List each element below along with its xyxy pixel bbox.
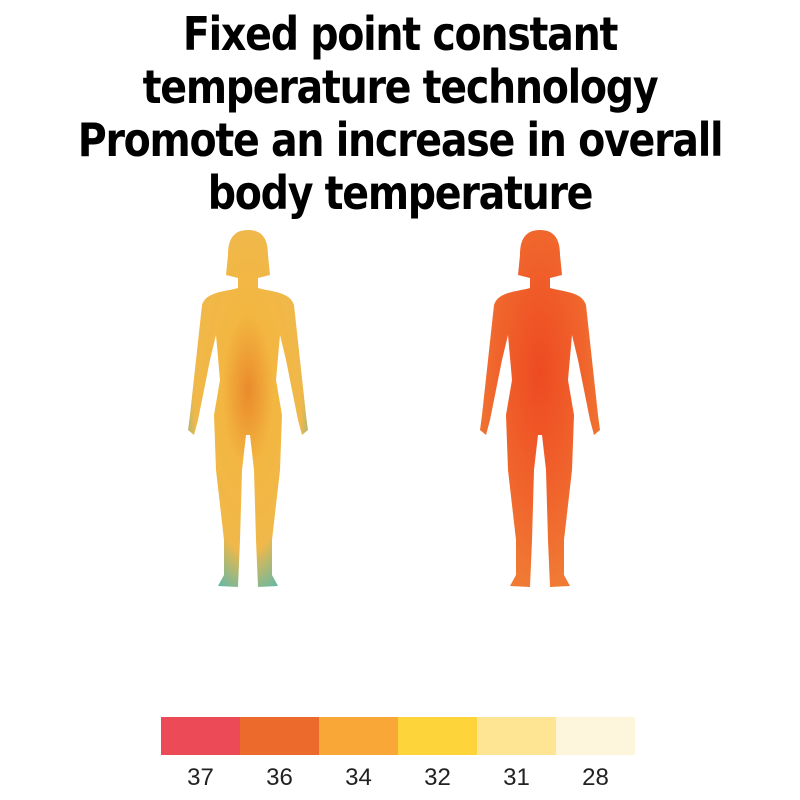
legend-label: 32 [424,764,451,791]
after-body-figure [480,230,600,587]
legend-label: 37 [187,764,214,791]
legend-swatch-32 [398,717,477,755]
headline: Fixed point constant temperature technol… [56,8,744,220]
legend-swatch-34 [319,717,398,755]
legend-label: 28 [582,764,609,791]
headline-line-2: temperature technology [142,60,659,114]
legend-swatch-36 [240,717,319,755]
temperature-legend [161,717,635,755]
headline-line-3: Promote an increase in overall [77,113,724,167]
headline-line-1: Fixed point constant [182,7,618,61]
legend-label: 31 [503,764,530,791]
legend-swatch-31 [477,717,556,755]
headline-line-4: body temperature [207,166,594,220]
legend-swatch-28 [556,717,635,755]
before-body-figure [188,230,308,587]
legend-label: 34 [345,764,372,791]
legend-swatch-37 [161,717,240,755]
legend-label: 36 [266,764,293,791]
legend-labels: 37 36 34 32 31 28 [161,764,635,792]
